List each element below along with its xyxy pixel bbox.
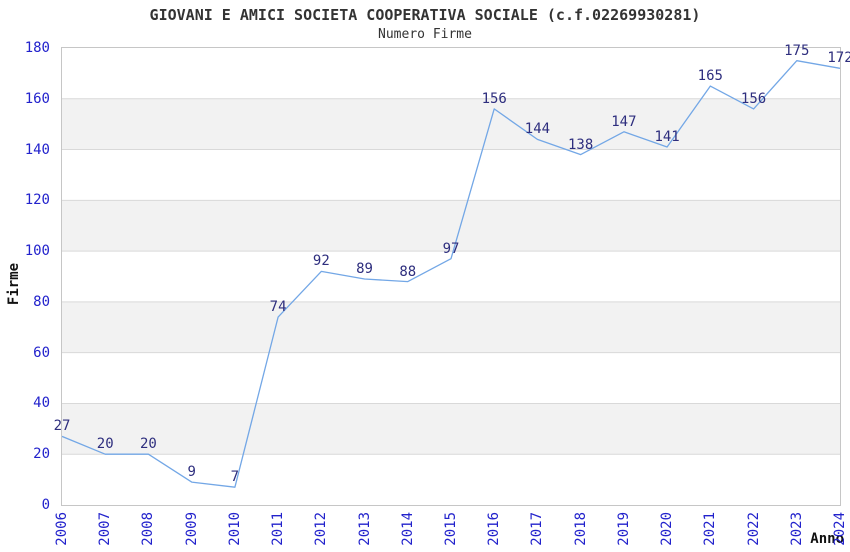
chart-subtitle: Numero Firme — [378, 27, 472, 42]
x-tick-label: 2008 — [140, 512, 157, 546]
x-tick-label: 2021 — [702, 512, 719, 546]
series-line — [61, 60, 841, 488]
x-tick-label: 2012 — [313, 512, 330, 546]
x-tick-label: 2018 — [572, 512, 589, 546]
data-point-label: 156 — [740, 90, 767, 107]
grid-band — [62, 301, 840, 353]
data-point-label: 138 — [568, 136, 594, 153]
data-point-label: 20 — [96, 436, 114, 453]
x-tick-label: 2024 — [832, 512, 848, 546]
data-point-label: 165 — [697, 68, 723, 85]
data-point-label: 74 — [269, 299, 287, 316]
x-tick-label: 2010 — [226, 512, 243, 546]
y-tick-label: 60 — [33, 344, 50, 361]
x-tick-label: 2015 — [443, 512, 459, 546]
data-point-label: 175 — [784, 42, 810, 59]
x-tick-label: 2013 — [356, 512, 373, 546]
data-point-label: 144 — [524, 121, 551, 138]
y-tick-label: 0 — [41, 497, 50, 513]
x-tick-label: 2009 — [183, 512, 200, 546]
x-tick-label: 2022 — [745, 512, 762, 546]
grid-band — [62, 98, 840, 150]
x-tick-label: 2019 — [615, 512, 632, 546]
x-tick-label: 2020 — [659, 512, 676, 546]
x-tick-label: 2007 — [97, 512, 114, 546]
chart-canvas — [61, 60, 841, 488]
x-tick-label: 2011 — [270, 512, 287, 546]
x-tick-label: 2006 — [54, 512, 70, 546]
data-point-label: 147 — [611, 113, 637, 130]
x-tick-label: 2016 — [486, 512, 503, 546]
y-tick-label: 180 — [24, 40, 50, 56]
y-tick-label: 160 — [24, 90, 50, 107]
y-tick-label: 140 — [24, 141, 50, 158]
x-tick-label: 2014 — [399, 512, 416, 546]
data-point-label: 89 — [356, 261, 373, 278]
data-point-label: 156 — [481, 90, 507, 107]
data-point-label: 172 — [827, 50, 850, 67]
data-point-label: 9 — [187, 464, 196, 481]
y-tick-label: 120 — [24, 192, 50, 209]
x-axis-title: Anno — [810, 531, 844, 547]
y-tick-label: 80 — [33, 293, 50, 310]
data-point-label: 27 — [53, 418, 71, 435]
y-tick-label: 100 — [24, 243, 50, 260]
data-point-label: 141 — [654, 129, 680, 146]
data-point-label: 88 — [399, 263, 417, 280]
x-tick-label: 2017 — [529, 512, 546, 546]
data-point-label: 92 — [312, 253, 330, 270]
data-point-label: 20 — [140, 436, 157, 453]
plot-area — [61, 47, 841, 506]
data-point-label: 7 — [230, 469, 240, 486]
x-tick-label: 2023 — [788, 512, 805, 546]
data-point-label: 97 — [442, 240, 460, 257]
grid-band — [62, 200, 840, 252]
y-tick-label: 40 — [33, 395, 50, 412]
y-tick-label: 20 — [33, 446, 50, 463]
grid-band — [62, 403, 840, 455]
chart-title: GIOVANI E AMICI SOCIETA COOPERATIVA SOCI… — [149, 6, 701, 24]
